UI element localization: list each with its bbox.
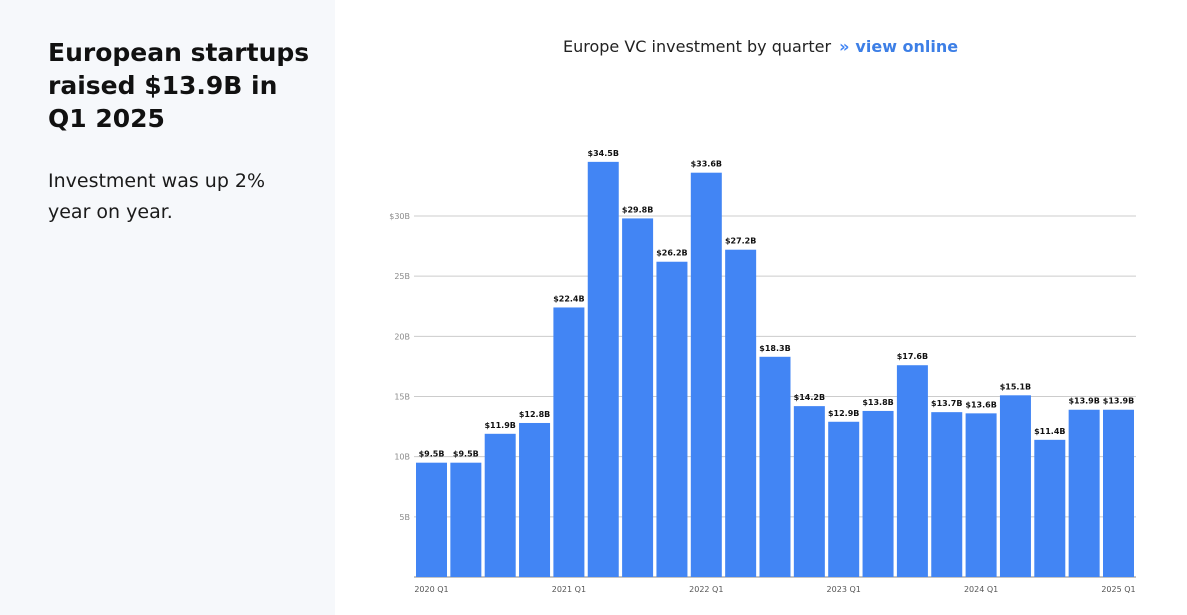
bar [759, 356, 791, 577]
bar [553, 307, 585, 577]
data-label: $9.5B [453, 450, 479, 459]
data-label: $17.6B [897, 352, 928, 361]
data-label: $33.6B [691, 160, 722, 169]
headline: European startups raised $13.9B in Q1 20… [48, 38, 310, 133]
data-label: $26.2B [656, 249, 687, 258]
x-tick-label: 2024 Q1 [964, 585, 998, 594]
bar [587, 161, 619, 577]
data-label: $18.3B [759, 344, 790, 353]
bar [793, 406, 825, 577]
x-tick-label: 2023 Q1 [827, 585, 861, 594]
data-label: $27.2B [725, 237, 756, 246]
bar [862, 410, 894, 577]
data-label: $11.9B [484, 421, 515, 430]
bar [999, 395, 1031, 577]
chart-header: Europe VC investment by quarter » view onl… [563, 37, 958, 56]
bar [622, 218, 654, 577]
double-chevron-right-icon: » [839, 37, 850, 56]
data-label: $13.9B [1103, 397, 1134, 406]
y-tick-label: 25B [394, 272, 410, 281]
data-label: $15.1B [1000, 382, 1031, 391]
data-label: $13.8B [862, 398, 893, 407]
data-label: $11.4B [1034, 427, 1065, 436]
chart-title: Europe VC investment by quarter [563, 37, 832, 56]
bar [450, 462, 482, 577]
data-label: $13.6B [965, 400, 996, 409]
data-label: $14.2B [794, 393, 825, 402]
bar [896, 365, 928, 577]
data-label: $22.4B [553, 294, 584, 303]
data-label: $13.9B [1068, 397, 1099, 406]
x-tick-label: 2022 Q1 [689, 585, 723, 594]
bar [931, 412, 963, 577]
data-label: $34.5B [588, 149, 619, 158]
y-tick-label: 20B [394, 332, 410, 341]
data-label: $29.8B [622, 205, 653, 214]
data-label: $12.8B [519, 410, 550, 419]
data-label: $12.9B [828, 409, 859, 418]
bar [484, 433, 516, 577]
bar [1034, 439, 1066, 577]
x-tick-label: 2025 Q1 [1101, 585, 1135, 594]
y-tick-label: 15B [394, 393, 410, 402]
data-label: $9.5B [419, 450, 445, 459]
bar [725, 249, 757, 577]
bar [656, 261, 688, 577]
sidebar-panel: European startups raised $13.9B in Q1 20… [0, 0, 335, 615]
bar [828, 421, 860, 577]
x-tick-label: 2020 Q1 [414, 585, 448, 594]
y-tick-label: $30B [389, 212, 410, 221]
x-tick-label: 2021 Q1 [552, 585, 586, 594]
view-online-link[interactable]: view online [855, 37, 959, 56]
bar [690, 172, 722, 577]
bar [519, 422, 551, 577]
data-label: $13.7B [931, 399, 962, 408]
bar [965, 413, 997, 577]
y-tick-label: 5B [399, 513, 410, 522]
summary-text: Investment was up 2% year on year. [48, 170, 266, 223]
bar [1103, 409, 1134, 577]
bar [416, 462, 447, 577]
bar [1068, 409, 1100, 577]
y-tick-label: 10B [394, 453, 410, 462]
